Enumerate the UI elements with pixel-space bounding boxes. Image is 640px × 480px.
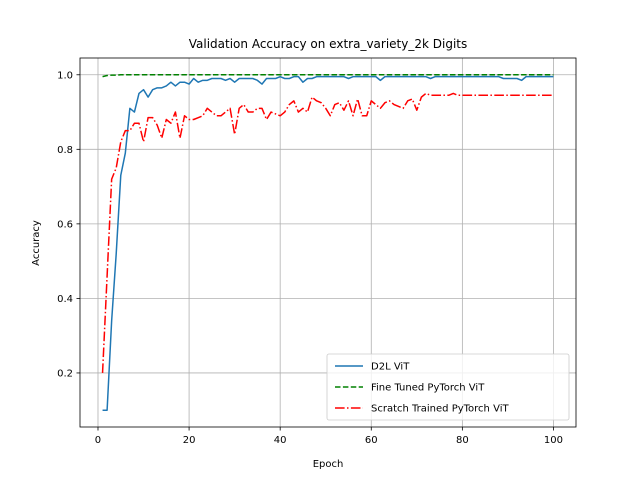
x-tick-label: 80 xyxy=(456,435,469,446)
series-line-2 xyxy=(102,74,554,78)
y-tick-label: 1.0 xyxy=(57,70,73,81)
legend-label: Scratch Trained PyTorch ViT xyxy=(371,404,509,415)
legend-box xyxy=(326,353,570,421)
chart-title: Validation Accuracy on extra_variety_2k … xyxy=(189,37,468,51)
x-axis-ticks: 0 20 40 60 80 100 xyxy=(95,427,563,446)
plot-frame xyxy=(79,57,577,428)
y-tick-label: 0.6 xyxy=(57,219,73,230)
y-axis-label: Accuracy xyxy=(31,220,42,266)
x-axis-label: Epoch xyxy=(313,459,344,470)
x-tick-label: 100 xyxy=(544,435,563,446)
x-tick-label: 0 xyxy=(95,435,101,446)
series-line-1 xyxy=(102,75,554,411)
y-tick-label: 0.8 xyxy=(57,145,73,156)
y-tick-label: 0.2 xyxy=(57,368,73,379)
y-axis-ticks: 0.2 0.4 0.6 0.8 1.0 xyxy=(57,70,80,379)
x-tick-label: 60 xyxy=(365,435,378,446)
legend-label: D2L ViT xyxy=(371,362,410,373)
legend: D2L ViT Fine Tuned PyTorch ViT Scratch Tra… xyxy=(326,353,570,421)
x-tick-label: 40 xyxy=(274,435,287,446)
series-line-3 xyxy=(101,92,554,373)
legend-label: Fine Tuned PyTorch ViT xyxy=(371,383,485,394)
x-tick-label: 20 xyxy=(183,435,196,446)
series-lines xyxy=(101,74,554,411)
y-tick-label: 0.4 xyxy=(57,294,73,305)
